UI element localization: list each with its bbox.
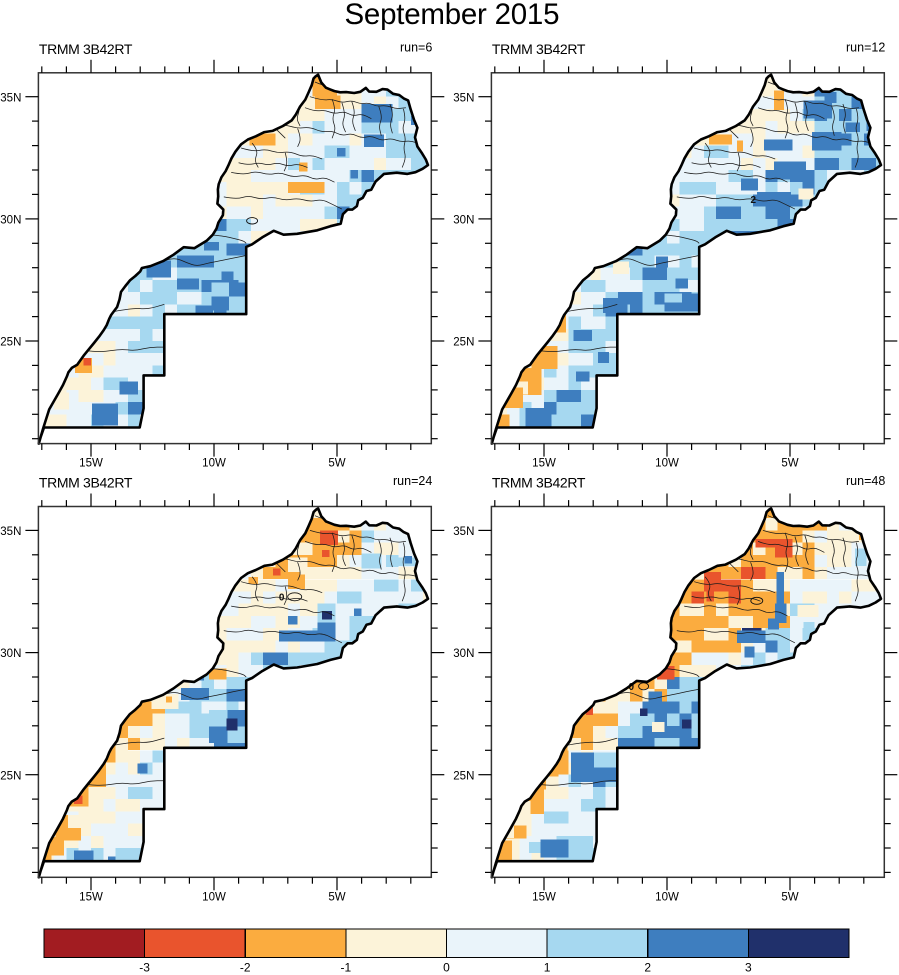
svg-text:TRMM 3B42RT: TRMM 3B42RT	[492, 475, 586, 491]
svg-text:2: 2	[644, 961, 651, 975]
svg-text:-1: -1	[341, 961, 352, 975]
svg-text:15W: 15W	[532, 458, 556, 470]
svg-text:15W: 15W	[532, 891, 556, 903]
svg-text:35N: 35N	[0, 92, 21, 104]
svg-text:2: 2	[751, 195, 757, 206]
svg-text:-3: -3	[139, 961, 150, 975]
svg-text:0: 0	[279, 592, 285, 603]
svg-text:25N: 25N	[453, 770, 474, 782]
svg-text:35N: 35N	[453, 92, 474, 104]
svg-text:30N: 30N	[453, 215, 474, 227]
svg-text:10W: 10W	[202, 458, 226, 470]
svg-text:0: 0	[443, 961, 450, 975]
svg-text:25N: 25N	[453, 337, 474, 349]
svg-text:35N: 35N	[453, 526, 474, 538]
svg-text:1: 1	[544, 961, 551, 975]
svg-text:30N: 30N	[0, 215, 21, 227]
svg-text:run=6: run=6	[400, 41, 432, 55]
svg-text:September 2015: September 2015	[345, 0, 560, 31]
svg-text:5W: 5W	[328, 891, 345, 903]
svg-text:TRMM 3B42RT: TRMM 3B42RT	[39, 475, 133, 491]
svg-text:run=24: run=24	[393, 474, 432, 488]
svg-text:0: 0	[629, 682, 635, 693]
svg-text:15W: 15W	[79, 891, 103, 903]
svg-text:TRMM 3B42RT: TRMM 3B42RT	[39, 41, 133, 57]
svg-text:TRMM 3B42RT: TRMM 3B42RT	[492, 41, 586, 57]
svg-text:5W: 5W	[781, 458, 798, 470]
svg-text:30N: 30N	[453, 648, 474, 660]
svg-text:10W: 10W	[655, 891, 679, 903]
svg-text:5W: 5W	[781, 891, 798, 903]
svg-text:10W: 10W	[202, 891, 226, 903]
svg-text:5W: 5W	[328, 458, 345, 470]
svg-text:3: 3	[745, 961, 752, 975]
svg-text:run=12: run=12	[846, 41, 885, 55]
svg-text:-2: -2	[240, 961, 251, 975]
svg-text:30N: 30N	[0, 648, 21, 660]
svg-text:35N: 35N	[0, 526, 21, 538]
svg-text:25N: 25N	[0, 770, 21, 782]
svg-text:run=48: run=48	[846, 474, 885, 488]
svg-text:10W: 10W	[655, 458, 679, 470]
svg-text:25N: 25N	[0, 337, 21, 349]
svg-text:15W: 15W	[79, 458, 103, 470]
